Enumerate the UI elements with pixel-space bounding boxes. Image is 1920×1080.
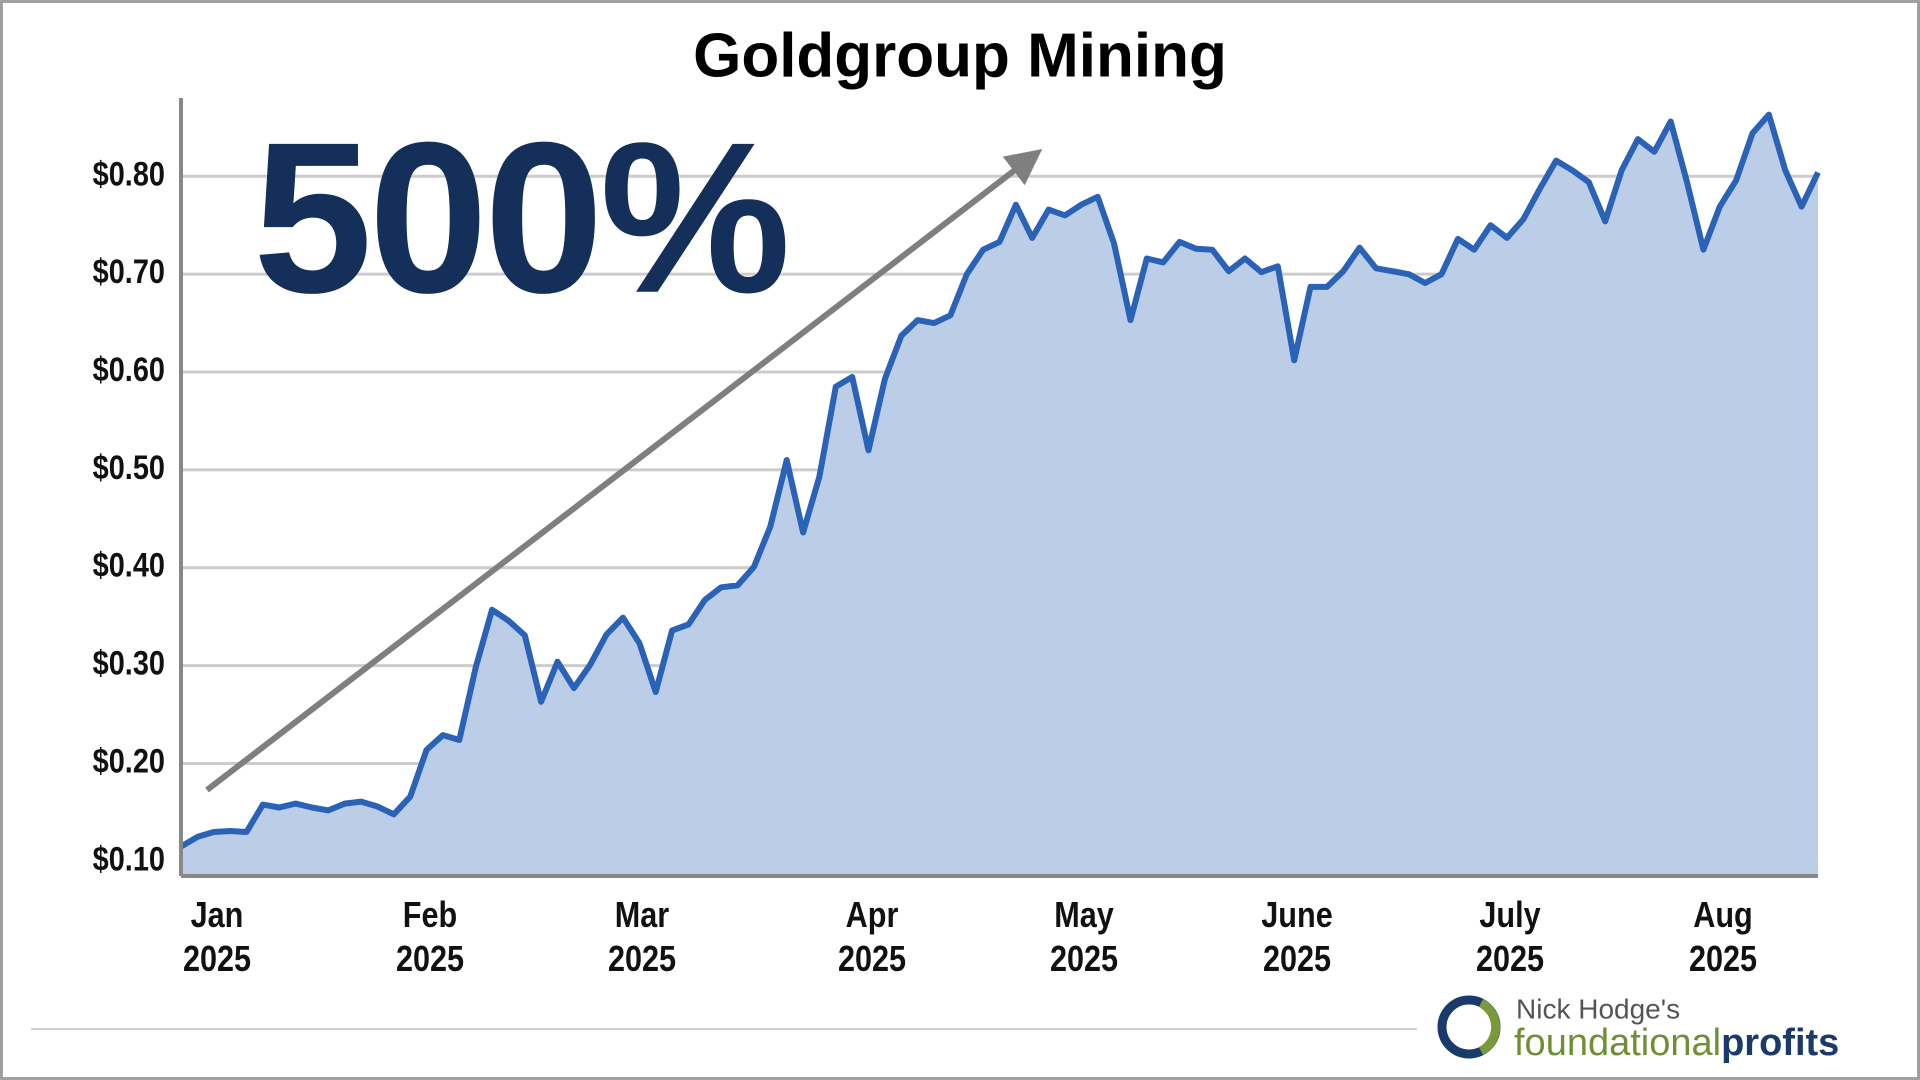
- x-tick-label: Aug 2025: [1688, 894, 1757, 979]
- y-tick-label: $0.10: [93, 839, 165, 878]
- logo-brand-bold: profits: [1721, 1022, 1839, 1064]
- x-tick-label: Mar 2025: [608, 894, 677, 979]
- y-tick-label: $0.30: [93, 643, 165, 682]
- y-tick-label: $0.40: [93, 545, 165, 584]
- chart-title: Goldgroup Mining: [693, 21, 1227, 90]
- logo-byline: Nick Hodge's: [1516, 993, 1680, 1024]
- area-fill: [181, 114, 1818, 877]
- trend-arrow: [205, 149, 1043, 793]
- x-tick-label: Feb 2025: [395, 894, 464, 979]
- x-tick-label: Jan 2025: [182, 894, 251, 979]
- y-tick-label: $0.20: [93, 741, 165, 780]
- x-tick-label: May 2025: [1050, 894, 1119, 979]
- y-tick-label: $0.80: [93, 154, 165, 193]
- chart: Goldgroup Mining Nick Hodge's foundation…: [31, 21, 1839, 1064]
- price-line: [179, 111, 1821, 850]
- annotation: 500%: [253, 97, 787, 338]
- y-tick-label: $0.50: [93, 448, 165, 487]
- y-tick-label: $0.70: [93, 252, 165, 291]
- logo-brand: foundationalprofits: [1514, 1022, 1839, 1064]
- x-tick-label: June 2025: [1261, 894, 1333, 979]
- x-tick-label: Apr 2025: [837, 894, 906, 979]
- logo-arc: [1478, 999, 1501, 1055]
- logo-brand-light: foundational: [1514, 1022, 1721, 1064]
- x-tick-label: July 2025: [1475, 894, 1545, 979]
- y-tick-label: $0.60: [93, 350, 165, 389]
